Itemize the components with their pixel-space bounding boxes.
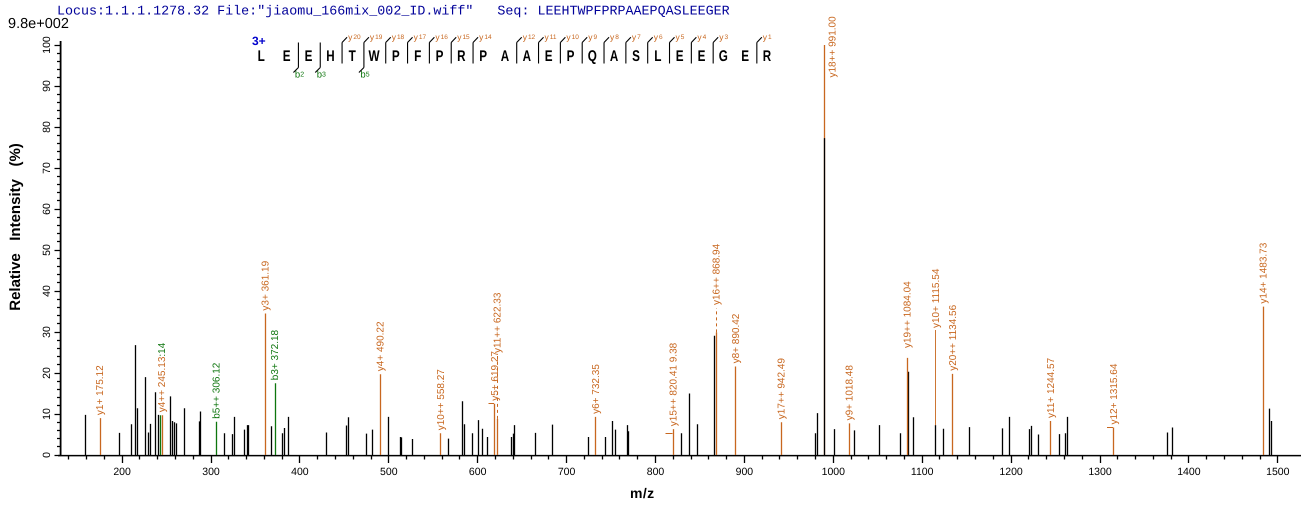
svg-text:y15++ 820.41 9.38: y15++ 820.41 9.38 xyxy=(669,342,680,426)
svg-text:3+: 3+ xyxy=(252,34,266,48)
svg-text:P: P xyxy=(436,48,444,65)
svg-text:y17: y17 xyxy=(414,32,427,42)
svg-text:y1+ 175.12: y1+ 175.12 xyxy=(95,365,106,415)
svg-text:H: H xyxy=(326,48,334,65)
svg-text:P: P xyxy=(567,48,575,65)
svg-text:y6: y6 xyxy=(654,32,663,42)
svg-text:50: 50 xyxy=(41,244,53,256)
svg-text:90: 90 xyxy=(41,80,53,92)
svg-text:70: 70 xyxy=(41,162,53,174)
svg-text:E: E xyxy=(283,48,291,65)
svg-text:P: P xyxy=(479,48,487,65)
svg-text:y8+ 890.42: y8+ 890.42 xyxy=(731,313,742,363)
svg-text:P: P xyxy=(392,48,400,65)
svg-text:y5+ 619.27: y5+ 619.27 xyxy=(490,351,501,401)
svg-text:A: A xyxy=(501,48,509,65)
svg-text:F: F xyxy=(414,48,421,65)
svg-text:y9+ 1018.48: y9+ 1018.48 xyxy=(845,365,856,421)
svg-text:y19++ 1084.04: y19++ 1084.04 xyxy=(903,281,914,348)
svg-text:200: 200 xyxy=(113,466,131,478)
svg-text:y4: y4 xyxy=(697,32,706,42)
svg-text:y3: y3 xyxy=(719,32,728,42)
svg-text:1400: 1400 xyxy=(1177,466,1201,478)
svg-text:Locus:1.1.1.1278.32 File:"jiao: Locus:1.1.1.1278.32 File:"jiaomu_166mix_… xyxy=(57,5,730,20)
svg-text:y1: y1 xyxy=(763,32,772,42)
svg-text:y6+ 732.35: y6+ 732.35 xyxy=(591,364,602,414)
svg-text:600: 600 xyxy=(469,466,487,478)
svg-text:y18++ 991.00: y18++ 991.00 xyxy=(828,16,839,78)
svg-text:y15: y15 xyxy=(457,32,470,42)
svg-text:700: 700 xyxy=(558,466,576,478)
svg-text:L: L xyxy=(258,48,265,65)
svg-text:y5: y5 xyxy=(676,32,685,42)
svg-text:L: L xyxy=(654,48,661,65)
svg-text:40: 40 xyxy=(41,285,53,297)
svg-text:9.8e+002: 9.8e+002 xyxy=(8,16,69,32)
svg-text:E: E xyxy=(676,48,684,65)
svg-text:1200: 1200 xyxy=(999,466,1023,478)
svg-text:10: 10 xyxy=(41,408,53,420)
svg-text:80: 80 xyxy=(41,121,53,133)
svg-text:y9: y9 xyxy=(588,32,597,42)
svg-text:y11+ 1244.57: y11+ 1244.57 xyxy=(1046,357,1057,418)
svg-text:E: E xyxy=(741,48,749,65)
svg-text:y3+ 361.19: y3+ 361.19 xyxy=(261,260,272,310)
svg-text:y14: y14 xyxy=(479,32,492,42)
svg-text:y16++ 868.94: y16++ 868.94 xyxy=(712,243,723,305)
svg-text:y12+ 1315.64: y12+ 1315.64 xyxy=(1109,363,1120,424)
svg-text:Q: Q xyxy=(588,48,597,65)
svg-text:b5: b5 xyxy=(360,70,369,81)
svg-text:y20: y20 xyxy=(348,32,361,42)
svg-text:Relative Intensity (%): Relative Intensity (%) xyxy=(7,143,24,311)
svg-text:G: G xyxy=(719,48,728,65)
svg-text:y14+ 1483.73: y14+ 1483.73 xyxy=(1259,242,1270,303)
svg-text:E: E xyxy=(698,48,706,65)
svg-text:20: 20 xyxy=(41,367,53,379)
svg-text:y10++ 558.27: y10++ 558.27 xyxy=(436,369,447,431)
svg-text:y4++ 245.13:14: y4++ 245.13:14 xyxy=(157,342,168,412)
svg-text:y17++ 942.49: y17++ 942.49 xyxy=(777,358,788,420)
svg-text:b5++ 306.12: b5++ 306.12 xyxy=(212,362,223,419)
svg-text:100: 100 xyxy=(41,36,53,54)
svg-text:A: A xyxy=(610,48,618,65)
svg-text:E: E xyxy=(545,48,553,65)
svg-text:b3+ 372.18: b3+ 372.18 xyxy=(270,329,281,380)
svg-text:60: 60 xyxy=(41,203,53,215)
svg-text:1300: 1300 xyxy=(1088,466,1112,478)
svg-text:0: 0 xyxy=(41,452,53,458)
svg-text:30: 30 xyxy=(41,326,53,338)
svg-text:1100: 1100 xyxy=(911,466,934,478)
svg-text:W: W xyxy=(368,48,379,65)
svg-text:y8: y8 xyxy=(610,32,619,42)
svg-text:400: 400 xyxy=(291,466,309,478)
svg-text:y19: y19 xyxy=(370,32,383,42)
svg-text:500: 500 xyxy=(380,466,398,478)
svg-text:800: 800 xyxy=(647,466,665,478)
svg-text:y10+ 1115.54: y10+ 1115.54 xyxy=(931,268,942,328)
svg-text:1000: 1000 xyxy=(822,466,846,478)
svg-text:1500: 1500 xyxy=(1266,466,1290,478)
svg-text:y11++ 622.33: y11++ 622.33 xyxy=(493,292,504,353)
svg-text:y7: y7 xyxy=(632,32,641,42)
svg-text:y4+ 490.22: y4+ 490.22 xyxy=(376,321,387,371)
svg-text:y12: y12 xyxy=(523,32,536,42)
svg-text:y20++ 1134.56: y20++ 1134.56 xyxy=(948,304,959,370)
svg-text:R: R xyxy=(457,48,465,65)
svg-text:R: R xyxy=(763,48,771,65)
svg-text:900: 900 xyxy=(736,466,754,478)
svg-text:y11: y11 xyxy=(545,32,557,42)
svg-text:E: E xyxy=(305,48,313,65)
svg-text:b3: b3 xyxy=(317,70,326,81)
svg-text:y16: y16 xyxy=(435,32,448,42)
svg-text:m/z: m/z xyxy=(630,485,655,501)
svg-text:y10: y10 xyxy=(566,32,579,42)
svg-text:A: A xyxy=(523,48,531,65)
svg-text:T: T xyxy=(349,48,357,65)
svg-text:300: 300 xyxy=(202,466,220,478)
svg-text:b2: b2 xyxy=(295,70,304,81)
svg-text:y18: y18 xyxy=(392,32,405,42)
svg-text:S: S xyxy=(632,48,640,65)
